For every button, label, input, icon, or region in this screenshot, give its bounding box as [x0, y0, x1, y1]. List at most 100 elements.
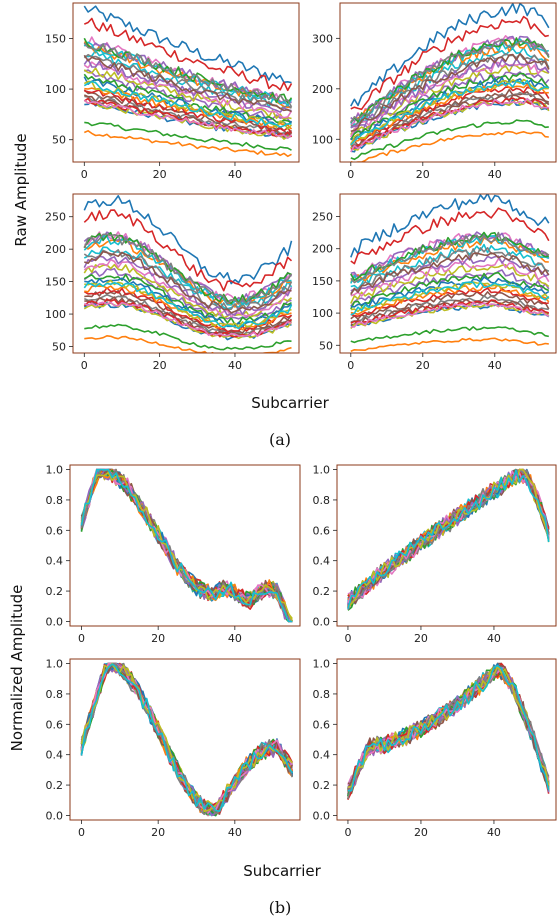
series-line-18: [83, 249, 293, 312]
plot-frame: [69, 464, 301, 627]
y-tick-label: 100: [312, 307, 333, 320]
y-tick-label: 0.0: [313, 809, 331, 822]
series-line-13: [347, 472, 550, 606]
y-tick-label: 0.4: [46, 555, 64, 568]
series-line-23: [347, 468, 550, 611]
y-tick-label: 100: [312, 133, 333, 146]
series-line-5: [83, 267, 292, 320]
series-group: [347, 468, 550, 611]
subplot-2: 0 20 40 100 200 300: [312, 2, 557, 181]
series-line-24: [347, 663, 550, 799]
subplot-1: 0 20 40 50 100 150: [45, 2, 300, 181]
series-line-14: [347, 665, 550, 795]
series-group: [80, 662, 294, 817]
series-line-25: [83, 255, 293, 317]
subplot-8: 0 20 40 0.0 0.2 0.4 0.6 0.8 1.0: [313, 658, 557, 839]
x-tick-label: 0: [78, 632, 85, 645]
subplot-5: 0 20 40 0.0 0.2 0.4 0.6 0.8 1.0: [46, 464, 301, 645]
series-line-18: [347, 668, 550, 792]
series-line-23: [83, 37, 293, 104]
series-group: [350, 194, 550, 353]
series-line-19: [350, 302, 550, 330]
series-line-27: [83, 99, 293, 139]
series-line-2: [350, 337, 549, 353]
y-tick-label: 0.6: [46, 718, 64, 731]
series-line-37: [347, 667, 550, 789]
series-line-23: [350, 37, 550, 124]
y-tick-label: 50: [319, 339, 333, 352]
series-line-39: [80, 662, 293, 813]
series-line-5: [347, 663, 550, 789]
series-line-32: [347, 671, 550, 792]
series-line-9: [350, 264, 550, 304]
x-tick-label: 40: [487, 632, 501, 645]
y-tick-label: 150: [312, 275, 333, 288]
series-line-9: [347, 476, 550, 607]
series-line-23: [350, 231, 549, 282]
plot-frame: [339, 193, 557, 354]
x-tick-label: 20: [151, 632, 165, 645]
x-tick-label: 0: [81, 168, 88, 181]
x-tick-label: 0: [81, 359, 88, 372]
series-line-6: [347, 669, 550, 790]
series-line-12: [347, 472, 550, 609]
series-line-4: [350, 207, 550, 265]
series-line-38: [347, 667, 550, 800]
series-line-10: [350, 47, 550, 129]
y-tick-label: 0.4: [313, 749, 331, 762]
y-tick-label: 0.4: [46, 749, 64, 762]
series-line-4: [83, 17, 293, 92]
series-line-38: [80, 662, 294, 816]
series-line-14: [350, 287, 549, 317]
y-tick-label: 100: [45, 308, 66, 321]
series-line-38: [347, 468, 550, 608]
series-line-8: [347, 662, 550, 790]
subplot-7: 0 20 40 0.0 0.2 0.4 0.6 0.8 1.0: [46, 658, 301, 839]
series-line-3: [350, 326, 549, 344]
x-tick-label: 40: [228, 168, 242, 181]
y-tick-label: 250: [45, 211, 66, 224]
x-tick-label: 20: [414, 826, 428, 839]
series-line-30: [347, 664, 550, 794]
series-line-3: [350, 119, 549, 161]
series-line-40: [80, 468, 293, 623]
y-tick-label: 0.8: [46, 688, 64, 701]
series-line-21: [350, 276, 550, 308]
series-line-1: [350, 194, 550, 258]
y-tick-label: 1.0: [46, 658, 64, 671]
y-tick-label: 0.2: [46, 585, 64, 598]
subplot-3: 0 20 40 50 100 150 200 250: [45, 193, 300, 372]
series-line-40: [347, 469, 550, 610]
series-group: [80, 468, 294, 623]
y-tick-label: 0.2: [313, 779, 331, 792]
series-line-28: [83, 42, 293, 108]
y-tick-label: 0.2: [313, 585, 331, 598]
series-line-26: [347, 662, 550, 785]
series-line-36: [347, 665, 550, 790]
xlabel-subcarrier-b: Subcarrier: [243, 862, 321, 880]
series-line-40: [347, 664, 550, 792]
series-line-17: [347, 663, 550, 795]
y-tick-label: 200: [45, 243, 66, 256]
series-line-1: [83, 195, 293, 285]
y-tick-label: 0.0: [46, 615, 64, 628]
series-line-2: [84, 335, 292, 353]
series-line-4: [350, 15, 549, 111]
subplot-4: 0 20 40 50 100 150 200 250: [312, 193, 557, 372]
series-line-38: [80, 468, 293, 623]
series-line-29: [347, 665, 550, 791]
y-tick-label: 150: [45, 32, 66, 45]
y-tick-label: 0.8: [46, 494, 64, 507]
series-line-10: [347, 662, 550, 791]
caption-a: (a): [269, 430, 291, 449]
series-line-3: [347, 668, 550, 796]
series-line-1: [350, 3, 550, 107]
series-line-4: [347, 666, 550, 800]
series-line-35: [347, 666, 550, 793]
series-line-31: [347, 663, 550, 795]
series-line-25: [347, 468, 550, 610]
series-line-26: [84, 250, 292, 314]
series-line-3: [84, 121, 292, 151]
